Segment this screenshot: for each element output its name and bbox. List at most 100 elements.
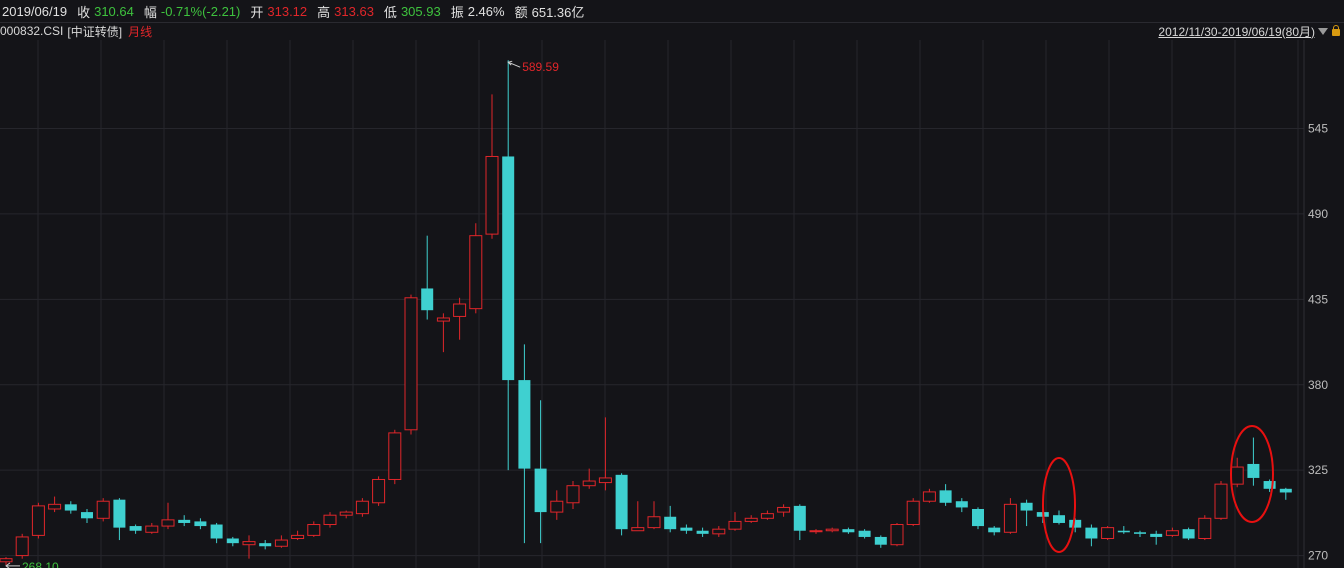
candle[interactable] — [31, 502, 45, 539]
candle[interactable] — [210, 522, 223, 544]
candle[interactable] — [15, 533, 29, 559]
candle[interactable] — [64, 501, 77, 514]
candle[interactable] — [178, 515, 191, 527]
candle[interactable] — [1279, 487, 1292, 500]
y-tick-label: 270 — [1308, 549, 1328, 563]
candle[interactable] — [1263, 479, 1276, 492]
date-range-selector[interactable]: 2012/11/30-2019/06/19(80月) — [1158, 23, 1340, 39]
candle[interactable] — [1214, 481, 1228, 520]
candle-body — [744, 517, 758, 522]
candle[interactable] — [485, 94, 499, 239]
candle[interactable] — [825, 527, 839, 533]
candlestick-chart[interactable]: 545 490 435 380 325 270 589.59 268.10 — [0, 40, 1344, 568]
candle[interactable] — [436, 313, 450, 353]
candle[interactable] — [793, 504, 806, 541]
candle[interactable] — [274, 535, 288, 548]
candle[interactable] — [972, 507, 984, 530]
candle[interactable] — [760, 510, 774, 520]
candle[interactable] — [339, 510, 353, 519]
candle[interactable] — [988, 526, 1001, 536]
candle[interactable] — [550, 490, 564, 520]
candle[interactable] — [1003, 498, 1017, 534]
max-pointer-line — [508, 61, 521, 68]
max-arrow-icon — [507, 60, 513, 66]
candle[interactable] — [388, 429, 402, 485]
candle[interactable] — [890, 522, 904, 547]
candle[interactable] — [712, 526, 726, 537]
candle[interactable] — [355, 498, 369, 517]
candle[interactable] — [469, 223, 483, 314]
candle[interactable] — [1134, 530, 1146, 537]
candle[interactable] — [81, 508, 93, 523]
candle[interactable] — [955, 498, 968, 513]
candle[interactable] — [858, 529, 871, 539]
candle[interactable] — [874, 535, 887, 548]
candle[interactable] — [1020, 499, 1033, 527]
candle[interactable] — [518, 344, 531, 544]
candle[interactable] — [906, 498, 920, 527]
candle[interactable] — [307, 521, 321, 537]
candle-body — [728, 520, 742, 530]
candle[interactable] — [1150, 530, 1163, 545]
candle[interactable] — [1247, 437, 1260, 486]
candle-body — [1230, 466, 1244, 485]
candle[interactable] — [777, 504, 791, 517]
candle[interactable] — [502, 60, 515, 471]
candle[interactable] — [1117, 526, 1130, 534]
candle[interactable] — [1198, 515, 1212, 541]
candle[interactable] — [421, 235, 434, 320]
candle[interactable] — [48, 496, 62, 513]
candle[interactable] — [113, 498, 126, 541]
candle-body — [1165, 530, 1179, 536]
candle[interactable] — [842, 527, 855, 534]
candle[interactable] — [0, 557, 13, 565]
period-label[interactable]: 月线 — [128, 24, 153, 39]
candle[interactable] — [664, 505, 677, 533]
candle[interactable] — [259, 540, 272, 550]
candle[interactable] — [1053, 510, 1065, 525]
candle[interactable] — [1101, 526, 1115, 541]
candle[interactable] — [939, 484, 952, 506]
candle[interactable] — [680, 524, 693, 534]
candle[interactable] — [922, 488, 936, 503]
candle[interactable] — [323, 512, 337, 528]
candle[interactable] — [534, 400, 547, 544]
candle-body — [274, 539, 288, 547]
candle[interactable] — [647, 501, 661, 530]
candle[interactable] — [728, 512, 742, 531]
high-label: 高 — [317, 4, 331, 20]
candle[interactable] — [1069, 518, 1082, 533]
candle[interactable] — [1085, 524, 1098, 547]
candle-body — [858, 530, 871, 537]
candle[interactable] — [404, 294, 418, 435]
candle[interactable] — [582, 468, 596, 489]
date-range-text[interactable]: 2012/11/30-2019/06/19(80月) — [1158, 24, 1315, 39]
candle[interactable] — [291, 530, 305, 541]
candle[interactable] — [242, 535, 256, 559]
candle[interactable] — [744, 515, 758, 523]
lock-icon[interactable] — [1332, 24, 1340, 36]
candle-body — [1134, 532, 1146, 534]
candle-body — [631, 527, 645, 532]
candle[interactable] — [96, 498, 110, 522]
candle[interactable] — [145, 522, 159, 534]
candle[interactable] — [598, 417, 612, 491]
candle[interactable] — [226, 536, 239, 547]
instrument-name[interactable]: [中证转债] — [67, 24, 123, 39]
candle[interactable] — [1165, 527, 1179, 537]
candle[interactable] — [809, 529, 823, 534]
candle[interactable] — [631, 501, 645, 532]
candle-body — [242, 541, 256, 546]
candle[interactable] — [615, 473, 628, 536]
candle[interactable] — [194, 518, 207, 530]
candle[interactable] — [696, 527, 709, 537]
candle[interactable] — [161, 502, 175, 530]
candle[interactable] — [129, 524, 142, 534]
candle[interactable] — [1230, 457, 1244, 488]
dropdown-arrow-icon[interactable] — [1318, 27, 1328, 35]
candle-body — [113, 499, 126, 528]
candle[interactable] — [1182, 527, 1195, 541]
candle[interactable] — [566, 481, 580, 509]
candle[interactable] — [453, 297, 467, 340]
candle[interactable] — [372, 476, 386, 506]
